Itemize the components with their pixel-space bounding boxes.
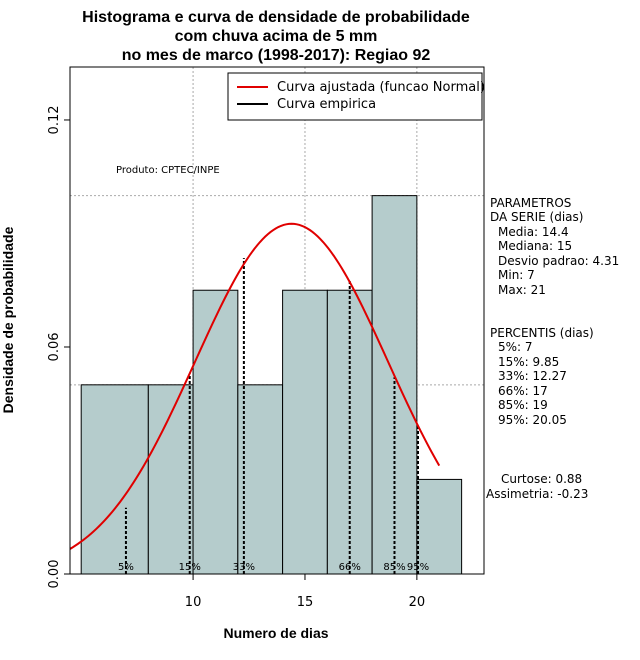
y-axis: 0.00 0.06 0.12 xyxy=(47,105,70,588)
x-tick-label-1: 15 xyxy=(297,595,314,610)
percentile-label-2: 33% xyxy=(233,562,255,573)
percentile-label-0: 5% xyxy=(118,562,134,573)
histogram-bar-0 xyxy=(80,384,149,575)
percentile-label-4: 85% xyxy=(383,562,405,573)
percentile-label-1: 15% xyxy=(179,562,201,573)
percentil-95: 95%: 20.05 xyxy=(498,413,567,427)
histogram-bar-7 xyxy=(416,478,463,575)
assimetria-value: Assimetria: -0.23 xyxy=(486,487,588,501)
chart-title-line-1: Histograma e curva de densidade de proba… xyxy=(82,9,470,26)
y-tick-label-0: 0.00 xyxy=(47,560,62,589)
side-panel: PARAMETROS DA SERIE (dias) Media: 14.4 M… xyxy=(486,196,619,501)
histogram-bars xyxy=(80,195,463,575)
param-max: Max: 21 xyxy=(498,283,546,297)
percentile-lines xyxy=(124,258,419,574)
y-axis-label: Densidade de probabilidade xyxy=(0,226,16,413)
chart-title-line-3: no mes de marco (1998-2017): Regiao 92 xyxy=(122,47,431,64)
curtose-value: Curtose: 0.88 xyxy=(501,472,582,486)
percentil-85: 85%: 19 xyxy=(498,398,548,412)
parametros-title-1: PARAMETROS xyxy=(490,196,571,210)
legend-label-normal: Curva ajustada (funcao Normal) xyxy=(277,80,485,95)
percentil-33: 33%: 12.27 xyxy=(498,369,567,383)
normal-curve-line xyxy=(70,222,441,550)
histogram-bar-2 xyxy=(192,289,239,575)
percentile-label-5: 95% xyxy=(407,562,429,573)
x-tick-label-2: 20 xyxy=(409,595,426,610)
histogram-bar-4 xyxy=(282,289,328,575)
legend-box xyxy=(227,72,483,121)
y-tick-label-1: 0.06 xyxy=(47,333,62,362)
param-min: Min: 7 xyxy=(498,268,535,282)
x-axis-label: Numero de dias xyxy=(223,625,328,641)
histogram-bar-6 xyxy=(371,195,418,575)
plot-frame xyxy=(69,66,485,575)
percentil-15: 15%: 9.85 xyxy=(498,355,559,369)
percentis-title: PERCENTIS (dias) xyxy=(490,326,594,340)
y-tick-label-2: 0.12 xyxy=(47,105,62,134)
percentile-labels: 5% 15% 33% 66% 85% 95% xyxy=(118,562,429,573)
percentile-label-3: 66% xyxy=(339,562,361,573)
legend: Curva ajustada (funcao Normal) Curva emp… xyxy=(227,72,485,121)
legend-label-empirical: Curva empirica xyxy=(277,97,376,112)
param-mediana: Mediana: 15 xyxy=(498,239,572,253)
percentil-5: 5%: 7 xyxy=(498,340,533,354)
percentil-66: 66%: 17 xyxy=(498,384,548,398)
param-desvio: Desvio padrao: 4.31 xyxy=(498,254,619,268)
product-annotation: Produto: CPTEC/INPE xyxy=(116,165,220,176)
x-axis: 10 15 20 xyxy=(185,574,425,610)
x-tick-label-0: 10 xyxy=(185,595,202,610)
chart-title-line-2: com chuva acima de 5 mm xyxy=(175,28,378,45)
param-media: Media: 14.4 xyxy=(498,225,569,239)
parametros-title-2: DA SERIE (dias) xyxy=(490,210,583,224)
